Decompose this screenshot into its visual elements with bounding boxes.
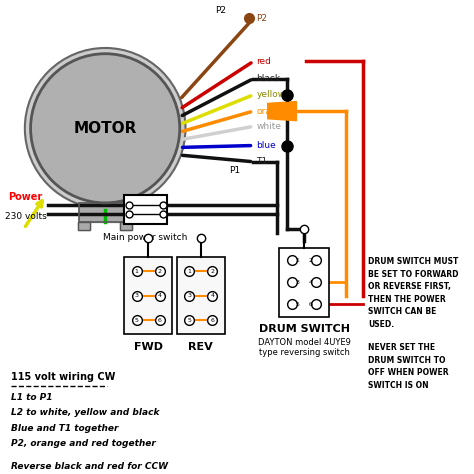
Text: DRUM SWITCH MUST
BE SET TO FORWARD
OR REVERSE FIRST,
THEN THE POWER
SWITCH CAN B: DRUM SWITCH MUST BE SET TO FORWARD OR RE… — [368, 257, 459, 329]
Bar — [124, 195, 167, 224]
Text: 4: 4 — [210, 293, 214, 298]
Text: blue: blue — [256, 141, 276, 150]
Circle shape — [25, 48, 185, 209]
Text: 3: 3 — [187, 293, 191, 298]
Polygon shape — [268, 101, 296, 121]
Text: 3: 3 — [135, 293, 139, 298]
Text: red: red — [256, 57, 271, 66]
Text: Power: Power — [8, 192, 42, 202]
Bar — [79, 203, 132, 222]
Text: P2: P2 — [256, 14, 267, 23]
Text: MOTOR: MOTOR — [73, 121, 137, 136]
Text: FWD: FWD — [134, 342, 163, 352]
Text: 2: 2 — [210, 269, 214, 273]
Text: L2 to white, yellow and black: L2 to white, yellow and black — [11, 409, 160, 418]
Text: 5: 5 — [135, 318, 139, 323]
Text: Main power switch: Main power switch — [103, 234, 188, 243]
Text: 1: 1 — [295, 258, 299, 263]
Circle shape — [31, 54, 180, 203]
Text: 230 volts: 230 volts — [5, 212, 46, 221]
Bar — [124, 257, 172, 334]
Text: 6: 6 — [210, 318, 214, 323]
Text: 6: 6 — [309, 302, 313, 307]
Text: 5: 5 — [295, 302, 299, 307]
Text: Blue and T1 together: Blue and T1 together — [11, 424, 119, 433]
Text: type reversing switch: type reversing switch — [259, 348, 349, 357]
Bar — [120, 222, 132, 230]
Text: L1 to P1: L1 to P1 — [11, 393, 53, 402]
Text: 1: 1 — [187, 269, 191, 273]
Bar — [177, 257, 225, 334]
Text: P2: P2 — [215, 6, 226, 15]
Text: white: white — [256, 122, 281, 131]
Text: 3: 3 — [295, 280, 300, 285]
Bar — [79, 203, 132, 222]
Text: 2: 2 — [309, 258, 313, 263]
Text: black: black — [256, 74, 281, 83]
Text: Reverse black and red for CCW: Reverse black and red for CCW — [11, 462, 168, 471]
Bar — [78, 222, 90, 230]
Bar — [78, 222, 90, 230]
Text: T1: T1 — [256, 157, 267, 166]
Text: 4: 4 — [309, 280, 313, 285]
Text: 5: 5 — [187, 318, 191, 323]
Text: REV: REV — [189, 342, 213, 352]
Text: 4: 4 — [158, 293, 162, 298]
Text: DRUM SWITCH: DRUM SWITCH — [258, 324, 349, 334]
Text: 1: 1 — [135, 269, 139, 273]
Text: NEVER SET THE
DRUM SWITCH TO
OFF WHEN POWER
SWITCH IS ON: NEVER SET THE DRUM SWITCH TO OFF WHEN PO… — [368, 344, 449, 390]
Bar — [120, 222, 132, 230]
Text: yellow: yellow — [256, 91, 285, 100]
Bar — [279, 248, 329, 317]
Text: orange: orange — [256, 107, 288, 116]
Text: 6: 6 — [158, 318, 162, 323]
Text: 2: 2 — [158, 269, 162, 273]
Text: 115 volt wiring CW: 115 volt wiring CW — [11, 372, 116, 382]
Text: P2, orange and red together: P2, orange and red together — [11, 439, 156, 448]
Text: DAYTON model 4UYE9: DAYTON model 4UYE9 — [257, 337, 350, 346]
Text: P1: P1 — [229, 166, 241, 175]
